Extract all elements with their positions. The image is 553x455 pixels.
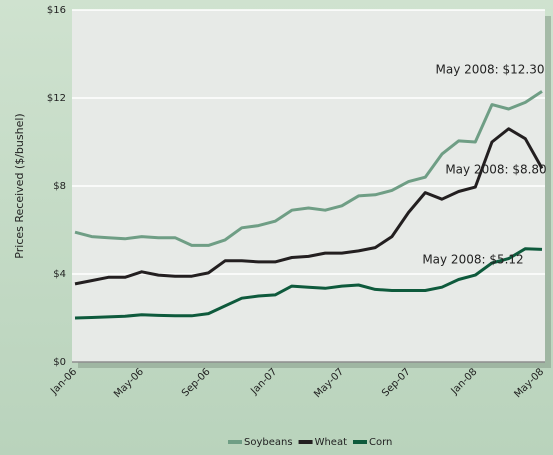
y-tick-label: $16 <box>47 5 66 16</box>
legend-label: Corn <box>369 437 392 448</box>
annotation: May 2008: $5.12 <box>422 253 523 267</box>
y-tick-label: $12 <box>47 93 66 104</box>
legend-label: Wheat <box>315 437 348 448</box>
y-tick-label: $4 <box>53 269 66 280</box>
legend-swatch <box>298 440 313 444</box>
legend-swatch <box>228 440 242 444</box>
legend-label: Soybeans <box>244 437 293 448</box>
line-series <box>74 247 543 320</box>
line-series <box>74 90 543 247</box>
annotation: May 2008: $12.30 <box>435 63 544 77</box>
y-tick-label: $0 <box>53 357 66 368</box>
legend-swatch <box>353 440 367 444</box>
y-tick-label: $8 <box>53 181 66 192</box>
line-series <box>74 127 544 286</box>
annotation: May 2008: $8.80 <box>445 163 546 177</box>
y-axis-label: Prices Received ($/bushel) <box>13 113 26 258</box>
